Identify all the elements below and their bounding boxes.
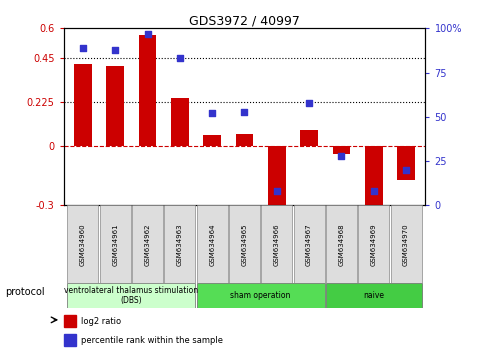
Bar [67,283,195,308]
Bar [358,205,388,283]
Bar [196,283,324,308]
Bar [74,64,92,146]
Point [176,56,183,61]
Bar [63,334,76,346]
Text: ventrolateral thalamus stimulation
(DBS): ventrolateral thalamus stimulation (DBS) [64,286,198,305]
Text: GSM634969: GSM634969 [370,223,376,266]
Text: GSM634970: GSM634970 [402,223,408,266]
Bar [396,146,414,180]
Bar [293,205,324,283]
Bar [332,146,349,154]
Point [305,100,312,105]
Point [369,188,377,194]
Text: GSM634964: GSM634964 [209,223,215,266]
Bar [261,205,292,283]
Text: log2 ratio: log2 ratio [81,316,121,326]
Bar [390,205,421,283]
Bar [139,35,156,146]
Bar [164,205,195,283]
Bar [132,205,163,283]
Text: naive: naive [363,291,384,300]
Bar [67,205,98,283]
Point [337,153,345,159]
Text: GSM634963: GSM634963 [177,223,183,266]
Bar [171,98,188,146]
Text: percentile rank within the sample: percentile rank within the sample [81,336,222,345]
Bar [100,205,130,283]
Bar [196,205,227,283]
Text: GSM634966: GSM634966 [273,223,279,266]
Point [208,110,216,116]
Text: protocol: protocol [5,287,44,297]
Bar [63,315,76,327]
Point [401,167,409,173]
Text: GSM634961: GSM634961 [112,223,118,266]
Point [143,31,151,36]
Bar [300,130,317,146]
Text: GSM634965: GSM634965 [241,223,247,266]
Point [79,45,87,51]
Bar [364,146,382,209]
Bar [235,133,253,146]
Text: GSM634960: GSM634960 [80,223,86,266]
Bar [325,283,421,308]
Text: GSM634967: GSM634967 [305,223,311,266]
Bar [106,66,124,146]
Bar [203,135,221,146]
Text: sham operation: sham operation [230,291,290,300]
Bar [228,205,260,283]
Bar [267,146,285,209]
Point [111,47,119,52]
Text: GSM634968: GSM634968 [338,223,344,266]
Title: GDS3972 / 40997: GDS3972 / 40997 [189,14,299,27]
Bar [325,205,356,283]
Text: GSM634962: GSM634962 [144,223,150,266]
Point [240,109,248,114]
Point [272,188,280,194]
